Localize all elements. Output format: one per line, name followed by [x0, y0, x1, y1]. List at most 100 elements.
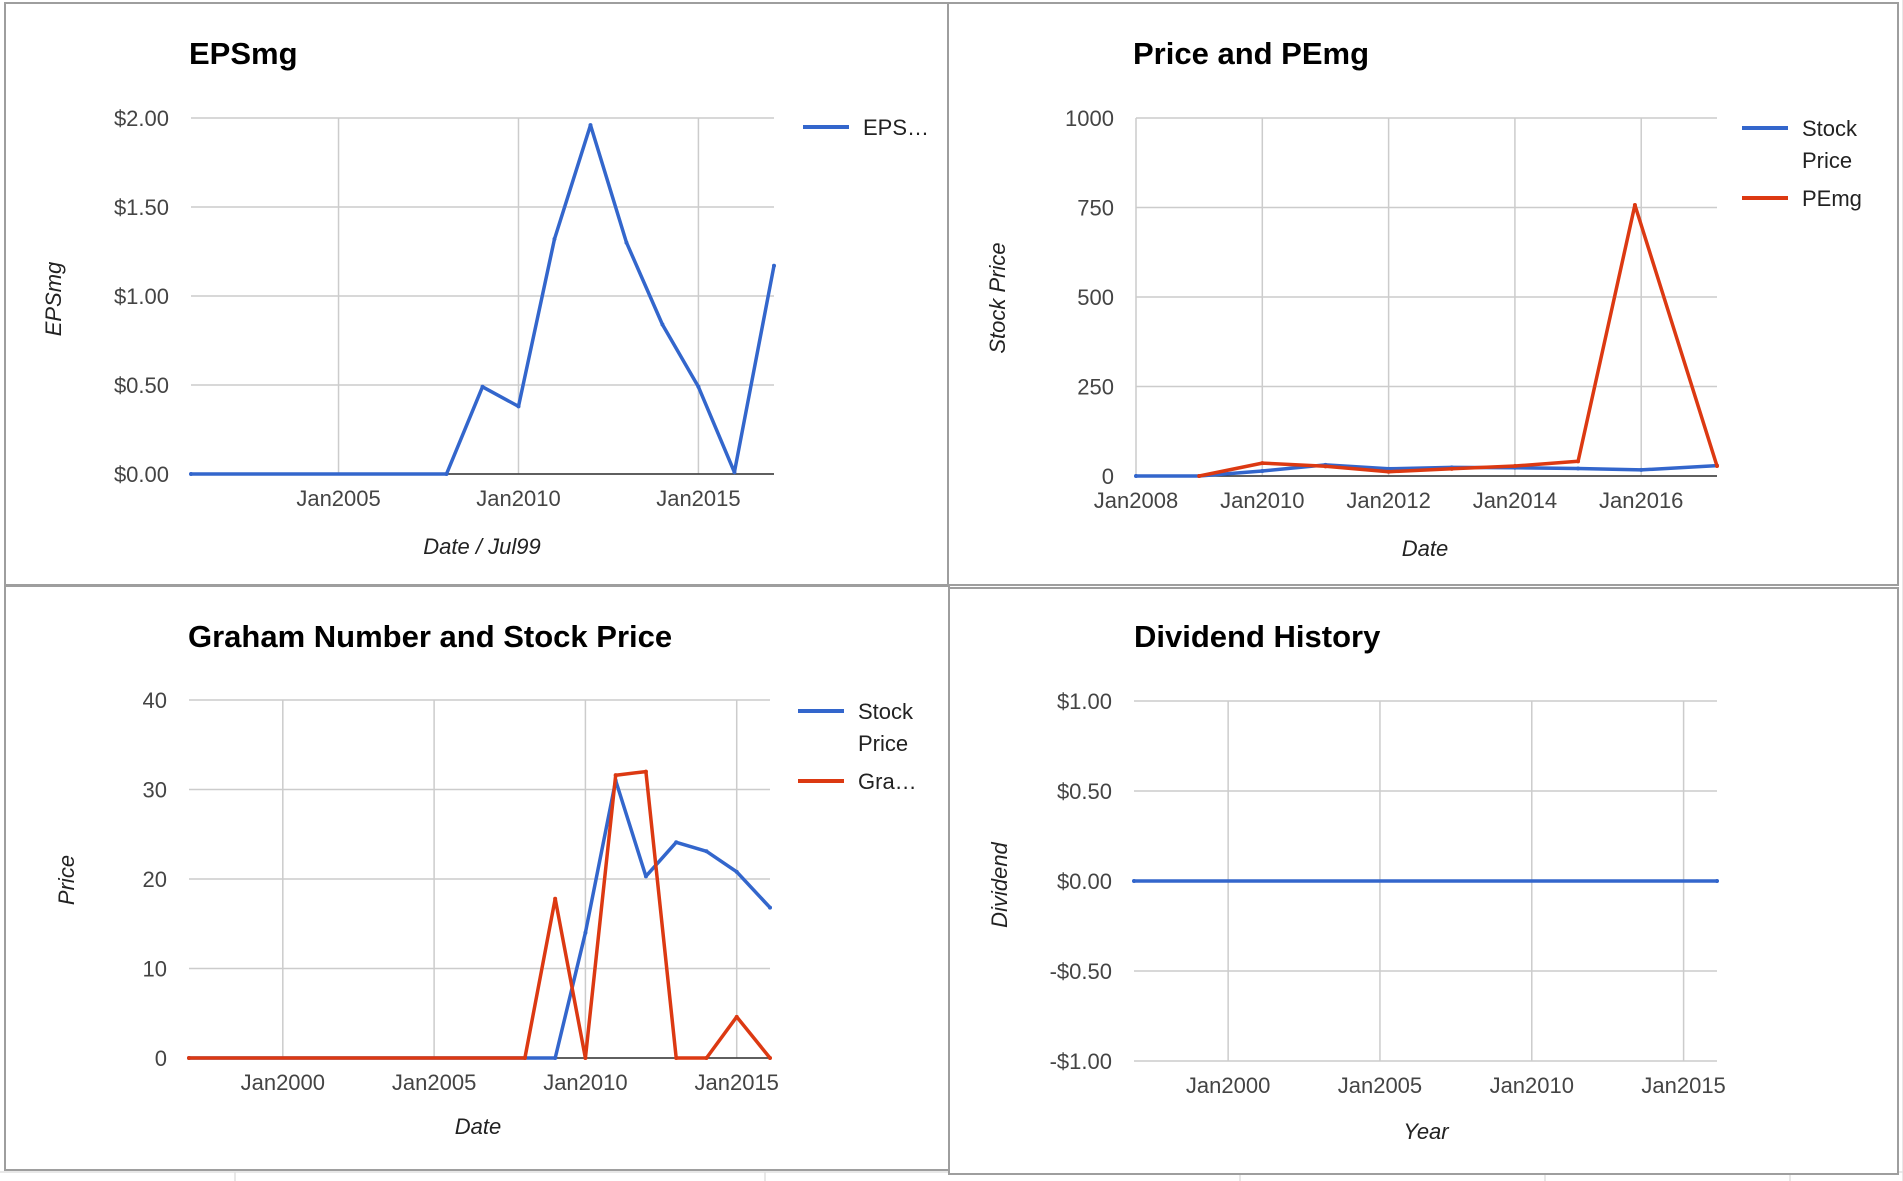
- x-tick-label: Jan2005: [392, 1070, 476, 1095]
- data-point[interactable]: [516, 404, 521, 409]
- data-point[interactable]: [1715, 879, 1719, 883]
- data-point[interactable]: [1386, 469, 1391, 474]
- data-point[interactable]: [732, 470, 737, 475]
- legend-label[interactable]: Stock Price: [858, 699, 914, 756]
- data-point[interactable]: [768, 1056, 772, 1060]
- x-tick-label: Jan2005: [1338, 1073, 1422, 1098]
- x-tick-label: Jan2010: [1490, 1073, 1574, 1098]
- x-tick-label: Jan2008: [1094, 488, 1178, 513]
- chart-title: Graham Number and Stock Price: [188, 619, 672, 654]
- data-point[interactable]: [704, 849, 709, 854]
- chart-title: Price and PEmg: [1133, 36, 1369, 71]
- series-line-eps[interactable]: [189, 123, 776, 476]
- legend-label[interactable]: Stock Price: [1802, 116, 1858, 173]
- y-tick-label: $0.50: [1057, 779, 1112, 804]
- data-point[interactable]: [1323, 464, 1328, 469]
- data-point[interactable]: [1132, 879, 1136, 883]
- y-tick-label: -$0.50: [1050, 959, 1112, 984]
- data-point[interactable]: [189, 472, 193, 476]
- x-tick-label: Jan2000: [1186, 1073, 1270, 1098]
- data-point[interactable]: [1512, 463, 1517, 468]
- y-tick-label: $0.50: [114, 373, 169, 398]
- data-point[interactable]: [1639, 467, 1644, 472]
- y-axis-title: Dividend: [987, 841, 1012, 927]
- x-tick-label: Jan2014: [1473, 488, 1557, 513]
- x-axis-title: Date: [455, 1114, 501, 1139]
- data-point[interactable]: [1576, 459, 1581, 464]
- data-point[interactable]: [643, 769, 648, 774]
- y-tick-label: $1.00: [1057, 689, 1112, 714]
- data-point[interactable]: [674, 840, 679, 845]
- series-line-pemg[interactable]: [1197, 203, 1719, 478]
- data-point[interactable]: [660, 322, 665, 327]
- x-axis-title: Date / Jul99: [423, 534, 540, 559]
- y-tick-label: -$1.00: [1050, 1049, 1112, 1074]
- chart-panel-price-and-pemg[interactable]: 0 250 500 750 1000 Jan2008 Jan2010 Jan2012 Jan20…: [947, 2, 1899, 586]
- x-tick-label: Jan2000: [241, 1070, 325, 1095]
- y-axis-title: EPSmg: [41, 261, 66, 336]
- x-tick-label: Jan2010: [476, 486, 560, 511]
- y-tick-label: 30: [143, 778, 167, 803]
- data-point[interactable]: [624, 240, 629, 245]
- data-point[interactable]: [1576, 466, 1581, 471]
- data-point[interactable]: [704, 1056, 709, 1060]
- data-point[interactable]: [1715, 463, 1719, 468]
- data-point[interactable]: [613, 773, 618, 778]
- y-tick-label: $0.00: [1057, 869, 1112, 894]
- legend-label[interactable]: PEmg: [1802, 186, 1862, 211]
- data-point[interactable]: [734, 1014, 739, 1019]
- data-point[interactable]: [1260, 468, 1265, 473]
- series-line-stock-price[interactable]: [187, 778, 772, 1060]
- data-point[interactable]: [1197, 474, 1202, 478]
- data-point[interactable]: [187, 1056, 191, 1060]
- x-axis-title: Date: [1402, 536, 1448, 561]
- data-point[interactable]: [553, 1056, 558, 1060]
- y-tick-label: 500: [1077, 285, 1114, 310]
- y-tick-label: 40: [143, 688, 167, 713]
- data-point[interactable]: [588, 123, 593, 128]
- y-tick-label: 0: [155, 1046, 167, 1071]
- data-point[interactable]: [734, 869, 739, 874]
- legend-label[interactable]: EPS…: [863, 115, 929, 140]
- chart-svg: 0 250 500 750 1000 Jan2008 Jan2010 Jan2012 Jan20…: [985, 36, 1862, 561]
- y-tick-label: 750: [1077, 196, 1114, 221]
- y-axis-title: Stock Price: [985, 242, 1010, 353]
- x-tick-label: Jan2010: [1220, 488, 1304, 513]
- data-point[interactable]: [674, 1056, 679, 1060]
- chart-panel-graham-number[interactable]: 0 10 20 30 40 Jan2000 Jan2005 Jan2010 Jan2015 Gra…: [4, 585, 950, 1171]
- data-point[interactable]: [696, 384, 701, 389]
- data-point[interactable]: [1260, 461, 1265, 466]
- y-tick-label: 20: [143, 867, 167, 892]
- chart-svg: 0 10 20 30 40 Jan2000 Jan2005 Jan2010 Jan2015 Gra…: [54, 619, 917, 1139]
- y-axis-title: Price: [54, 855, 79, 905]
- data-point[interactable]: [553, 896, 558, 901]
- data-point[interactable]: [768, 905, 772, 910]
- x-tick-label: Jan2015: [695, 1070, 779, 1095]
- data-point[interactable]: [444, 472, 449, 476]
- data-point[interactable]: [643, 874, 648, 879]
- data-point[interactable]: [583, 930, 588, 935]
- y-tick-label: 10: [143, 957, 167, 982]
- chart-panel-epsmg[interactable]: $0.00 $0.50 $1.00 $1.50 $2.00 Jan2005 Jan2010 J…: [4, 2, 950, 586]
- x-tick-label: Jan2010: [543, 1070, 627, 1095]
- data-point[interactable]: [772, 263, 776, 268]
- series-line-gra[interactable]: [187, 769, 772, 1060]
- data-point[interactable]: [1449, 466, 1454, 471]
- y-tick-label: 1000: [1065, 106, 1114, 131]
- chart-panel-dividend-history[interactable]: -$1.00 -$0.50 $0.00 $0.50 $1.00 Jan2000 Jan200…: [948, 587, 1899, 1175]
- data-point[interactable]: [1134, 474, 1138, 478]
- data-point[interactable]: [1632, 202, 1637, 207]
- legend-label[interactable]: Gra…: [858, 769, 917, 794]
- data-point[interactable]: [480, 384, 485, 389]
- data-point[interactable]: [583, 1056, 588, 1060]
- chart-svg: $0.00 $0.50 $1.00 $1.50 $2.00 Jan2005 Jan2010 J…: [41, 36, 929, 559]
- data-point[interactable]: [522, 1056, 527, 1060]
- x-tick-label: Jan2005: [296, 486, 380, 511]
- x-tick-label: Jan2015: [1641, 1073, 1725, 1098]
- y-tick-label: $1.50: [114, 195, 169, 220]
- data-point[interactable]: [552, 237, 557, 242]
- chart-svg: -$1.00 -$0.50 $0.00 $0.50 $1.00 Jan2000 Jan200…: [987, 619, 1726, 1144]
- series-line-stock-price[interactable]: [1134, 463, 1719, 478]
- y-tick-label: $1.00: [114, 284, 169, 309]
- data-point[interactable]: [1386, 466, 1391, 471]
